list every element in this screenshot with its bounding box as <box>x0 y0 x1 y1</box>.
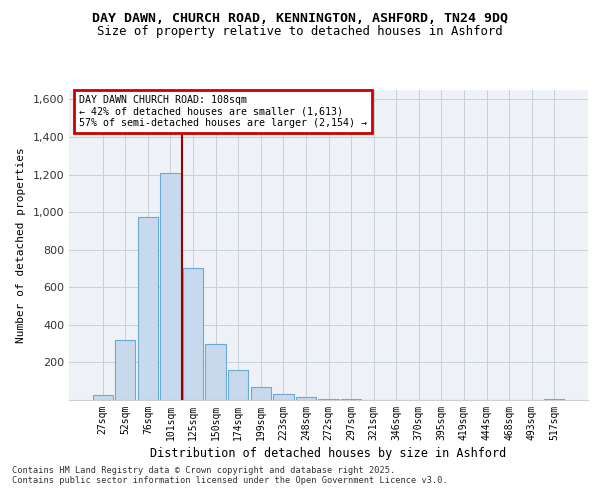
Text: Contains public sector information licensed under the Open Government Licence v3: Contains public sector information licen… <box>12 476 448 485</box>
X-axis label: Distribution of detached houses by size in Ashford: Distribution of detached houses by size … <box>151 447 506 460</box>
Text: Size of property relative to detached houses in Ashford: Size of property relative to detached ho… <box>97 25 503 38</box>
Bar <box>115 340 136 400</box>
Bar <box>251 387 271 400</box>
Bar <box>183 268 203 400</box>
Text: DAY DAWN CHURCH ROAD: 108sqm
← 42% of detached houses are smaller (1,613)
57% of: DAY DAWN CHURCH ROAD: 108sqm ← 42% of de… <box>79 94 367 128</box>
Bar <box>205 344 226 400</box>
Y-axis label: Number of detached properties: Number of detached properties <box>16 147 26 343</box>
Bar <box>228 370 248 400</box>
Bar <box>296 397 316 400</box>
Bar <box>138 217 158 400</box>
Bar <box>273 394 293 400</box>
Bar <box>319 399 338 400</box>
Bar <box>544 399 565 400</box>
Bar <box>92 396 113 400</box>
Bar <box>160 172 181 400</box>
Text: DAY DAWN, CHURCH ROAD, KENNINGTON, ASHFORD, TN24 9DQ: DAY DAWN, CHURCH ROAD, KENNINGTON, ASHFO… <box>92 12 508 26</box>
Text: Contains HM Land Registry data © Crown copyright and database right 2025.: Contains HM Land Registry data © Crown c… <box>12 466 395 475</box>
